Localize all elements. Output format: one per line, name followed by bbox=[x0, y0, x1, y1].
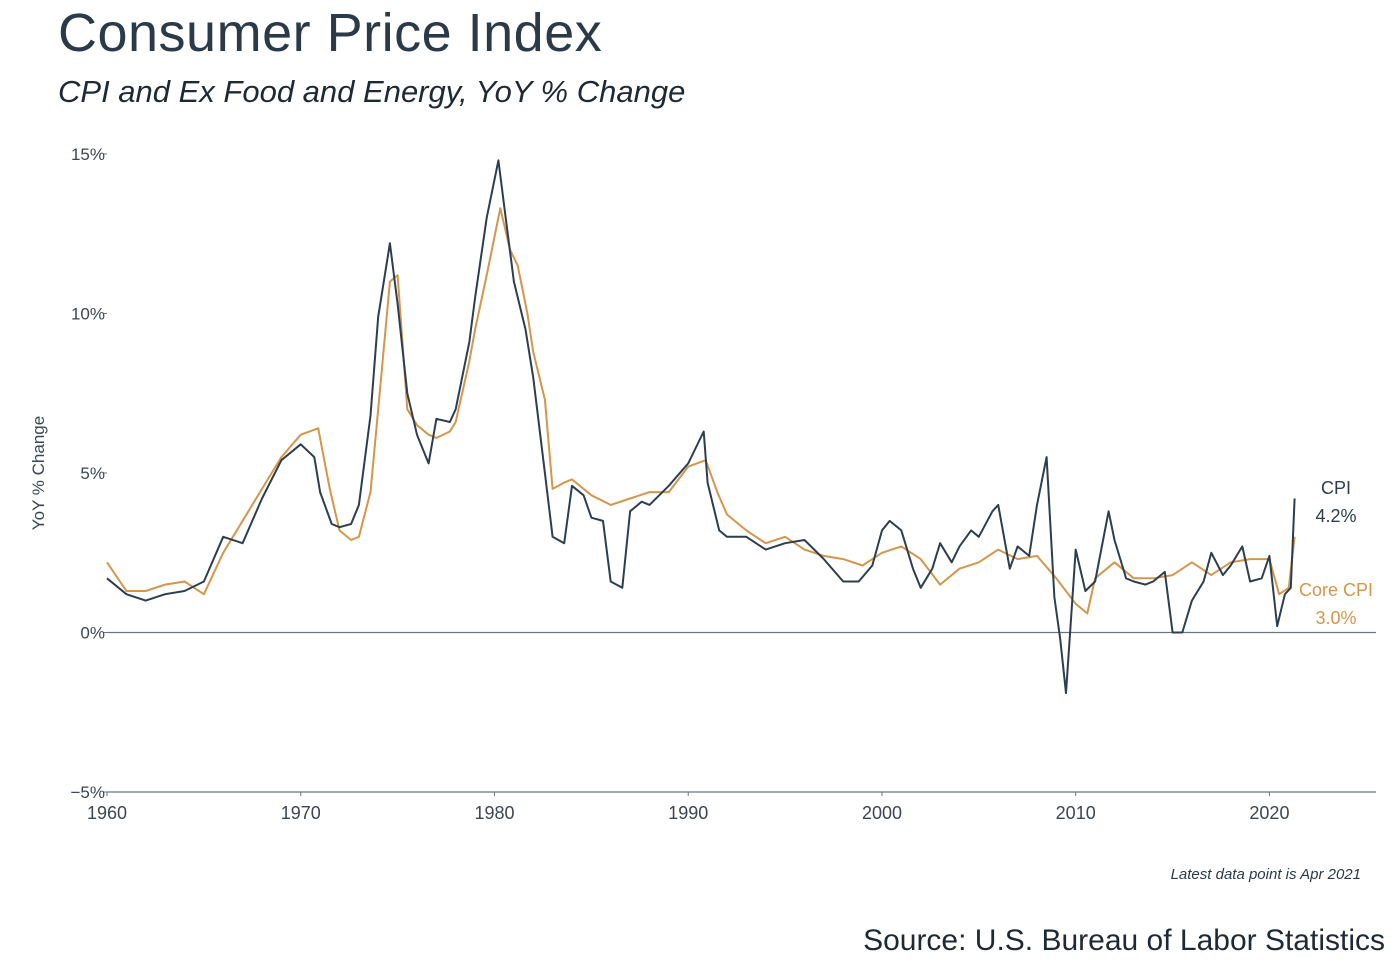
latest-data-note: Latest data point is Apr 2021 bbox=[1170, 866, 1361, 883]
core-cpi-end-value: 3.0% bbox=[1315, 608, 1356, 628]
x-tick-label: 1990 bbox=[668, 803, 708, 823]
core-cpi-series-name: Core CPI bbox=[1299, 580, 1373, 600]
y-tick-label: 10% bbox=[71, 305, 105, 324]
chart-title: Consumer Price Index bbox=[58, 3, 603, 63]
x-tick-label: 2020 bbox=[1249, 803, 1289, 823]
x-tick-label: 1980 bbox=[474, 803, 514, 823]
cpi-end-value: 4.2% bbox=[1315, 506, 1356, 526]
x-tick-label: 2000 bbox=[862, 803, 902, 823]
y-axis-label: YoY % Change bbox=[29, 416, 48, 530]
series-line-core-cpi bbox=[106, 207, 1296, 615]
series-line-cpi bbox=[106, 159, 1296, 695]
cpi-series-name: CPI bbox=[1321, 478, 1351, 498]
y-tick-label: 5% bbox=[80, 464, 105, 483]
x-tick-label: 2010 bbox=[1056, 803, 1096, 823]
y-tick-label: −5% bbox=[71, 783, 106, 802]
y-tick-label: 15% bbox=[71, 145, 105, 164]
source-credit: Source: U.S. Bureau of Labor Statistics bbox=[863, 924, 1385, 957]
chart-subtitle: CPI and Ex Food and Energy, YoY % Change bbox=[58, 74, 686, 109]
y-tick-label: 0% bbox=[80, 624, 105, 643]
x-tick-label: 1960 bbox=[87, 803, 127, 823]
x-tick-label: 1970 bbox=[281, 803, 321, 823]
